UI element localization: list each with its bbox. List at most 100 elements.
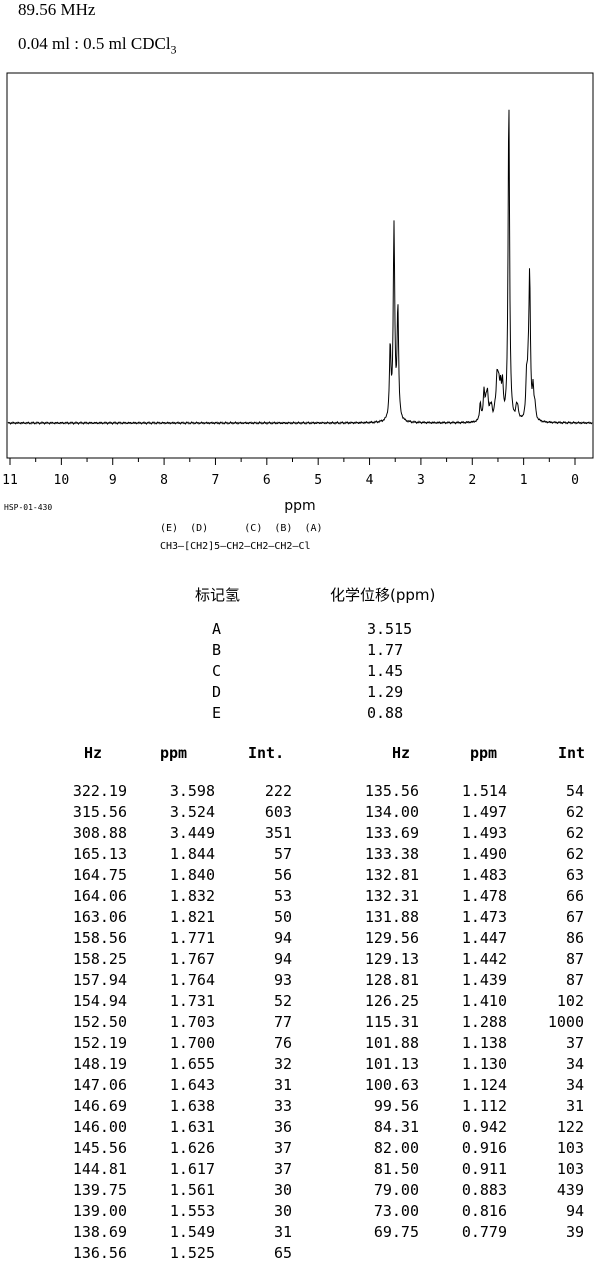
peak-intensity: 52 <box>273 992 292 1010</box>
peak-intensity: 30 <box>273 1181 292 1199</box>
x-tick-label: 3 <box>417 473 425 488</box>
peak-hz: 146.00 <box>72 1118 127 1136</box>
peak-hz: 132.81 <box>364 866 419 884</box>
peak-hz: 154.94 <box>72 992 127 1010</box>
peak-hz: 131.88 <box>364 908 419 926</box>
peak-ppm: 1.638 <box>169 1097 215 1115</box>
x-tick-label: 1 <box>520 473 528 488</box>
peak-hz: 145.56 <box>72 1139 127 1157</box>
peak-ppm: 0.883 <box>461 1181 507 1199</box>
peak-hz: 164.75 <box>72 866 127 884</box>
structure-formula: (E) (D) (C) (B) (A) CH3—[CH2]5—CH2—CH2—C… <box>160 520 323 556</box>
peak-intensity: 31 <box>273 1076 292 1094</box>
peak-ppm: 1.497 <box>461 803 507 821</box>
peak-hz: 158.56 <box>72 929 127 947</box>
peak-intensity: 77 <box>273 1013 292 1031</box>
peak-ppm: 0.916 <box>461 1139 507 1157</box>
x-tick-label: 7 <box>212 473 220 488</box>
peak-hz: 165.13 <box>72 845 127 863</box>
peak-hz: 132.31 <box>364 887 419 905</box>
peak-intensity: 94 <box>273 950 292 968</box>
peak-intensity: 33 <box>273 1097 292 1115</box>
peak-hz: 133.38 <box>364 845 419 863</box>
peak-intensity: 65 <box>273 1244 292 1262</box>
peak-intensity: 54 <box>565 782 584 800</box>
peak-ppm: 1.767 <box>169 950 215 968</box>
peak-intensity: 32 <box>273 1055 292 1073</box>
peak-ppm: 1.514 <box>461 782 507 800</box>
peak-hz: 100.63 <box>364 1076 419 1094</box>
peak-ppm: 1.288 <box>461 1013 507 1031</box>
peak-intensity: 603 <box>264 803 292 821</box>
peak-intensity: 87 <box>565 950 584 968</box>
peak-intensity: 37 <box>273 1139 292 1157</box>
nmr-spectrum-chart: 11 10 9 8 7 6 5 4 3 2 1 0 ppm <box>2 72 594 514</box>
peak-intensity: 94 <box>565 1202 584 1220</box>
assignment-label: B <box>212 641 222 659</box>
assignment-shift-header: 化学位移(ppm) <box>330 586 436 604</box>
peak-ppm: 1.643 <box>169 1076 215 1094</box>
peak-ppm: 0.911 <box>461 1160 507 1178</box>
peak-hz: 146.69 <box>72 1097 127 1115</box>
peak-ppm: 1.138 <box>461 1034 507 1052</box>
peak-hz: 82.00 <box>373 1139 419 1157</box>
assignment-label-header: 标记氢 <box>195 586 241 604</box>
peak-intensity: 86 <box>565 929 584 947</box>
peak-ppm: 1.771 <box>169 929 215 947</box>
peak-intensity: 122 <box>556 1118 584 1136</box>
peak-intensity: 39 <box>565 1223 584 1241</box>
peak-ppm: 1.553 <box>169 1202 215 1220</box>
peak-intensity: 1000 <box>547 1013 584 1031</box>
peak-hz: 84.31 <box>373 1118 419 1136</box>
peak-ppm: 0.942 <box>461 1118 507 1136</box>
peak-intensity: 50 <box>273 908 292 926</box>
assignment-shift: 1.77 <box>367 641 404 659</box>
x-tick-label: 6 <box>263 473 271 488</box>
assignment-shift: 3.515 <box>367 620 413 638</box>
peak-hz: 315.56 <box>72 803 127 821</box>
peak-ppm: 1.617 <box>169 1160 215 1178</box>
x-tick-label: 4 <box>366 473 374 488</box>
peak-ppm: 1.764 <box>169 971 215 989</box>
x-tick-label: 8 <box>160 473 168 488</box>
x-tick-label: 2 <box>468 473 476 488</box>
peak-hz: 152.19 <box>72 1034 127 1052</box>
assignment-label: D <box>212 683 222 701</box>
peak-intensity: 57 <box>273 845 292 863</box>
peak-intensity: 31 <box>273 1223 292 1241</box>
peak-ppm: 1.700 <box>169 1034 215 1052</box>
col-header-hz-left: Hz <box>84 744 103 762</box>
peak-hz: 115.31 <box>364 1013 419 1031</box>
peak-ppm: 1.483 <box>461 866 507 884</box>
peak-hz: 139.75 <box>72 1181 127 1199</box>
peak-hz: 133.69 <box>364 824 419 842</box>
peak-ppm: 1.490 <box>461 845 507 863</box>
peak-ppm: 1.549 <box>169 1223 215 1241</box>
assignment-shift: 0.88 <box>367 704 404 722</box>
peak-ppm: 1.655 <box>169 1055 215 1073</box>
peak-ppm: 1.561 <box>169 1181 215 1199</box>
peak-ppm: 3.524 <box>169 803 215 821</box>
x-tick-label: 10 <box>54 473 70 488</box>
assignment-shift: 1.29 <box>367 683 404 701</box>
peak-hz: 69.75 <box>373 1223 419 1241</box>
peak-intensity: 63 <box>565 866 584 884</box>
peak-hz: 152.50 <box>72 1013 127 1031</box>
peak-hz: 101.88 <box>364 1034 419 1052</box>
peak-ppm: 1.478 <box>461 887 507 905</box>
peak-hz: 135.56 <box>364 782 419 800</box>
peak-ppm: 1.473 <box>461 908 507 926</box>
spectrometer-frequency: 89.56 MHz <box>18 0 96 19</box>
peak-ppm: 1.821 <box>169 908 215 926</box>
peak-intensity: 36 <box>273 1118 292 1136</box>
peak-intensity: 62 <box>565 803 584 821</box>
peak-intensity: 222 <box>264 782 292 800</box>
peak-ppm: 1.442 <box>461 950 507 968</box>
peak-hz: 79.00 <box>373 1181 419 1199</box>
assignment-label: C <box>212 662 222 680</box>
peak-ppm: 0.816 <box>461 1202 507 1220</box>
peak-intensity: 62 <box>565 824 584 842</box>
spectrum-trace <box>7 109 593 426</box>
x-tick-label: 5 <box>314 473 322 488</box>
peak-hz: 101.13 <box>364 1055 419 1073</box>
